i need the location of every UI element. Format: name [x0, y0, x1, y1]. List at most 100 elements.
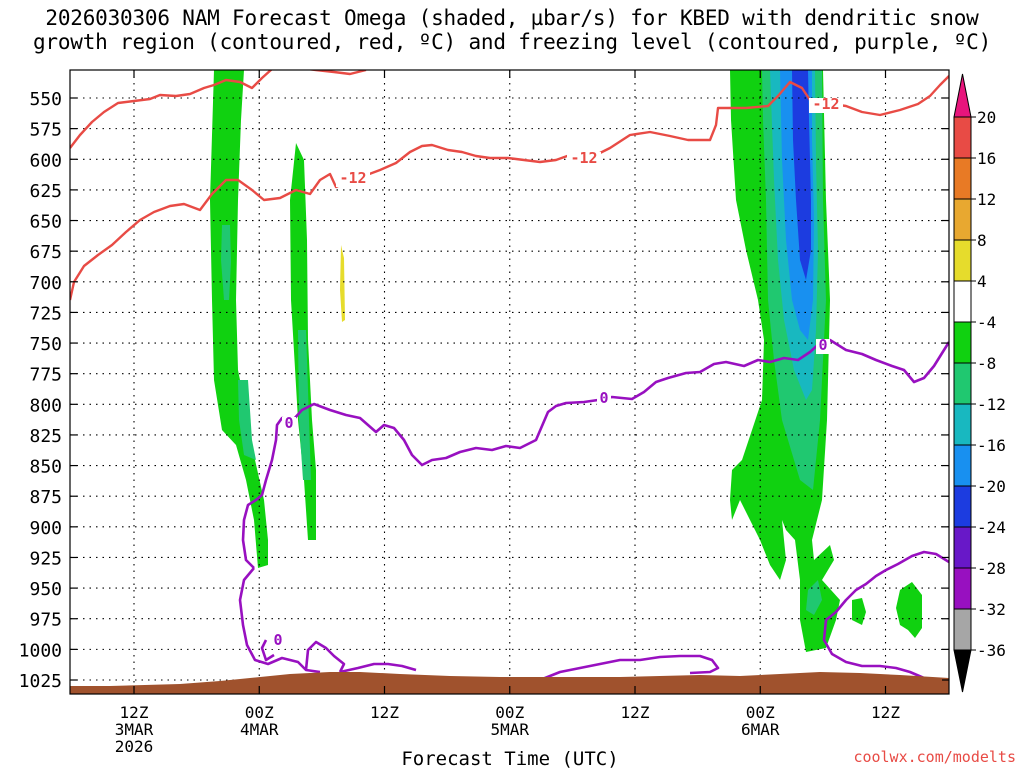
- y-tick-label: 625: [29, 181, 62, 202]
- colorbar-swatch: [953, 321, 972, 364]
- colorbar-label: -24: [977, 518, 1006, 537]
- y-tick-label: 700: [29, 273, 62, 294]
- contour-label-bg: [597, 392, 611, 407]
- omega-band-blue: [792, 70, 811, 280]
- contour-label-purple: 0: [599, 389, 608, 407]
- colorbar-label: -16: [977, 436, 1006, 455]
- y-tick-label: 900: [29, 518, 62, 539]
- contour-freezing-level: [304, 640, 346, 673]
- omega-small-green: [896, 582, 922, 638]
- ground-terrain: [70, 672, 949, 694]
- y-tick-label: 650: [29, 212, 62, 233]
- colorbar-label: 8: [977, 231, 987, 250]
- contour-label-red: -12: [339, 169, 366, 187]
- colorbar-swatch: [953, 608, 972, 651]
- colorbar-label: -28: [977, 559, 1006, 578]
- y-tick-label: 925: [29, 548, 62, 569]
- omega-band-teal: [298, 330, 311, 480]
- y-tick-label: 800: [29, 395, 62, 416]
- colorbar-swatch: [953, 444, 972, 487]
- omega-band-teal: [221, 225, 231, 300]
- contour-label-purple: 0: [284, 414, 293, 432]
- colorbar-cap-top: [953, 73, 972, 118]
- x-tick-label: 4MAR: [240, 720, 279, 739]
- title-line-1: 2026030306 NAM Forecast Omega (shaded, µ…: [45, 6, 979, 30]
- y-tick-label: 550: [29, 89, 62, 110]
- contour-label-purple: 0: [273, 631, 282, 649]
- title-line-2: growth region (contoured, red, ºC) and f…: [32, 30, 992, 54]
- contour-labels: -12 -12 -12 0 0 0 0: [271, 95, 843, 649]
- contour-label-bg: [336, 172, 370, 187]
- x-tick-label: 2026: [115, 737, 154, 756]
- colorbar-label: -36: [977, 641, 1006, 660]
- colorbar-swatch: [953, 526, 972, 569]
- credit-text: coolwx.com/modelts: [853, 748, 1016, 766]
- contour-freezing-level: [260, 639, 275, 662]
- colorbar-swatch: [953, 198, 972, 241]
- y-tick-label: 775: [29, 365, 62, 386]
- contour-label-red: -12: [570, 149, 597, 167]
- y-tick-label: 725: [29, 303, 62, 324]
- colorbar-swatch: [953, 239, 972, 282]
- colorbar-swatch: [953, 485, 972, 528]
- contour-label-bg: [282, 417, 296, 432]
- omega-shading: [210, 70, 922, 652]
- contour-label-bg: [271, 634, 285, 649]
- contour-freezing-level: [539, 654, 720, 682]
- y-tick-label: 875: [29, 487, 62, 508]
- x-tick-label: 6MAR: [741, 720, 780, 739]
- colorbar-label: 12: [977, 190, 996, 209]
- y-tick-label: 575: [29, 120, 62, 141]
- omega-band-green: [210, 70, 268, 568]
- grid-lines: [70, 70, 949, 694]
- contour-label-bg: [809, 98, 843, 113]
- y-tick-label: 950: [29, 579, 62, 600]
- colorbar-label: -8: [977, 354, 996, 373]
- x-tick-label: 5MAR: [490, 720, 529, 739]
- colorbar-swatch: [953, 403, 972, 446]
- contour-freezing-level: [241, 338, 949, 569]
- y-axis: 550 575 600 625 650 675 700 725 750 775 800 825 850 8…: [19, 89, 949, 692]
- colorbar-swatch: [953, 567, 972, 610]
- x-tick-label: 12Z: [871, 703, 900, 722]
- x-tick-label: 00Z: [495, 703, 524, 722]
- omega-small-green: [852, 598, 866, 625]
- x-tick-label: 12Z: [621, 703, 650, 722]
- x-tick-label: 12Z: [120, 703, 149, 722]
- colorbar-label: 4: [977, 272, 987, 291]
- x-tick-label: 3MAR: [115, 720, 154, 739]
- colorbar-label: 20: [977, 108, 996, 127]
- contour-label-red: -12: [812, 95, 839, 113]
- x-tick-label: 00Z: [746, 703, 775, 722]
- contour-freezing-level: [238, 567, 321, 674]
- omega-small-yellow: [340, 245, 345, 322]
- y-tick-label: 850: [29, 457, 62, 478]
- colorbar-label: -12: [977, 395, 1006, 414]
- y-tick-label: 750: [29, 334, 62, 355]
- contour-label-bg: [816, 339, 830, 354]
- contour-freezing-level: [339, 662, 417, 674]
- contour-freezing-level: [825, 550, 949, 622]
- colorbar-label: 16: [977, 149, 996, 168]
- colorbar-swatch: [953, 280, 972, 323]
- contour-dgz-minus12: [70, 70, 367, 149]
- colorbar-swatch: [953, 362, 972, 405]
- colorbar-swatch: [953, 157, 972, 200]
- x-tick-label: 00Z: [245, 703, 274, 722]
- colorbar-swatch: [953, 116, 972, 159]
- omega-small-teal: [806, 580, 822, 615]
- colorbar-cap-bottom: [953, 649, 972, 693]
- omega-band-teal: [238, 380, 256, 460]
- terrain-ground: [70, 672, 949, 694]
- chart-title: 2026030306 NAM Forecast Omega (shaded, µ…: [0, 6, 1024, 54]
- y-tick-label: 600: [29, 150, 62, 171]
- y-tick-label: 975: [29, 610, 62, 631]
- contour-label-bg: [567, 152, 601, 167]
- contour-label-purple: 0: [818, 336, 827, 354]
- y-tick-label: 1000: [19, 640, 62, 661]
- x-tick-label: 12Z: [370, 703, 399, 722]
- colorbar-label: -4: [977, 313, 996, 332]
